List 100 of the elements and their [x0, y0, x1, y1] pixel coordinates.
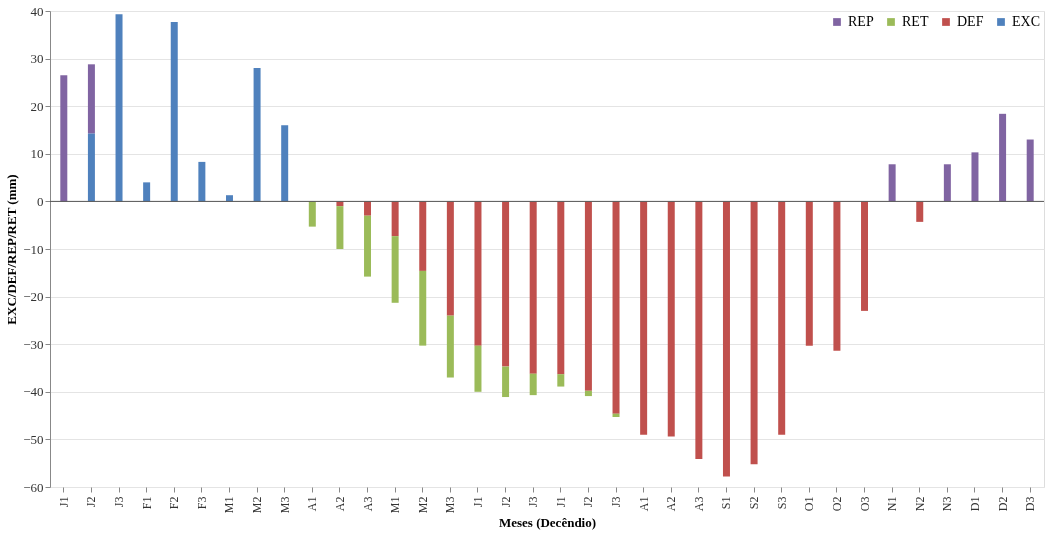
- bar: [612, 413, 620, 418]
- x-tick-label: D1: [967, 496, 982, 512]
- y-tick-label: 20: [30, 98, 44, 114]
- bar: [364, 201, 372, 216]
- y-tick-label: 40: [30, 3, 44, 19]
- bar: [336, 206, 344, 249]
- x-tick-label: A3: [691, 496, 706, 512]
- bar: [446, 315, 454, 378]
- x-tick-label: J1: [470, 496, 485, 508]
- legend-label: REP: [848, 14, 874, 29]
- bar: [888, 164, 896, 202]
- x-tick-label: D3: [1023, 496, 1038, 512]
- x-tick-label: M1: [388, 496, 403, 514]
- bar: [60, 75, 68, 202]
- x-tick-label: J2: [498, 496, 513, 508]
- x-tick-label: A1: [305, 496, 320, 512]
- bar: [391, 201, 399, 237]
- bar: [584, 201, 592, 391]
- bar: [446, 201, 454, 316]
- x-tick-label: M3: [277, 496, 292, 514]
- x-tick-label: A1: [636, 496, 651, 512]
- bar: [805, 201, 813, 346]
- bar: [474, 345, 482, 392]
- bar: [529, 201, 537, 374]
- x-tick-label: J3: [609, 496, 624, 508]
- bar: [143, 182, 151, 202]
- bar: [861, 201, 869, 311]
- y-tick-label: −20: [23, 289, 44, 305]
- x-tick-label: A3: [360, 496, 375, 512]
- bar: [502, 201, 510, 367]
- bar: [557, 374, 565, 387]
- y-tick-label: −50: [23, 431, 44, 447]
- bar: [695, 201, 703, 459]
- x-tick-label: S3: [774, 496, 789, 510]
- x-tick-label: M2: [415, 496, 430, 514]
- x-tick-label: S1: [719, 496, 734, 510]
- x-tick-label: N1: [885, 496, 900, 512]
- bar: [419, 201, 427, 271]
- bar: [253, 68, 261, 202]
- x-tick-label: N2: [912, 496, 927, 512]
- y-axis-title: EXC/DEF/REP/RET (mm): [4, 174, 20, 325]
- y-tick-label: −60: [23, 479, 44, 495]
- bar: [474, 201, 482, 346]
- x-tick-label: D2: [995, 496, 1010, 512]
- bar: [557, 201, 565, 375]
- bar: [750, 201, 758, 465]
- bar: [115, 14, 123, 202]
- x-tick-label: F2: [167, 496, 182, 510]
- bar: [529, 373, 537, 396]
- x-tick-label: M3: [443, 496, 458, 514]
- x-tick-label: J1: [56, 496, 71, 508]
- bar: [364, 215, 372, 277]
- bar: [225, 195, 233, 202]
- y-tick-label: −40: [23, 384, 44, 400]
- bar: [612, 201, 620, 414]
- bar: [87, 64, 95, 134]
- bar: [584, 390, 592, 397]
- bar: [281, 125, 289, 202]
- bar: [943, 164, 951, 202]
- x-tick-label: J2: [84, 496, 99, 508]
- x-tick-label: M1: [222, 496, 237, 514]
- x-tick-label: A2: [664, 496, 679, 512]
- y-tick-label: −10: [23, 241, 44, 257]
- x-tick-label: N3: [940, 496, 955, 512]
- bar: [640, 201, 648, 435]
- bar: [833, 201, 841, 351]
- x-tick-label: J1: [553, 496, 568, 508]
- x-axis-title: Meses (Decêndio): [498, 515, 597, 531]
- y-tick-label: −30: [23, 336, 44, 352]
- x-tick-label: O3: [857, 496, 872, 512]
- x-tick-label: O1: [802, 496, 817, 512]
- x-tick-label: J2: [581, 496, 596, 508]
- y-tick-label: 10: [30, 146, 44, 162]
- x-tick-label: A2: [332, 496, 347, 512]
- bar: [391, 236, 399, 303]
- legend-label: RET: [902, 14, 929, 29]
- bar: [87, 133, 95, 202]
- bar: [198, 161, 206, 202]
- bar: [170, 21, 178, 202]
- x-tick-label: J3: [112, 496, 127, 508]
- bar: [778, 201, 786, 435]
- bar: [999, 113, 1007, 202]
- legend-label: EXC: [1012, 14, 1040, 29]
- x-tick-label: M2: [250, 496, 265, 514]
- bar: [722, 201, 730, 477]
- bar: [667, 201, 675, 437]
- y-tick-label: 30: [30, 51, 44, 67]
- x-tick-label: S2: [747, 496, 762, 510]
- y-tick-label: 0: [37, 193, 44, 209]
- x-tick-label: J3: [526, 496, 541, 508]
- bar: [419, 270, 427, 346]
- bar: [971, 152, 979, 202]
- bar: [1026, 139, 1034, 202]
- bar: [308, 201, 316, 227]
- x-tick-label: F1: [139, 496, 154, 510]
- bar: [916, 201, 924, 222]
- x-tick-label: F3: [194, 496, 209, 510]
- bar: [502, 366, 510, 398]
- legend-label: DEF: [957, 14, 984, 29]
- x-tick-label: O2: [829, 496, 844, 512]
